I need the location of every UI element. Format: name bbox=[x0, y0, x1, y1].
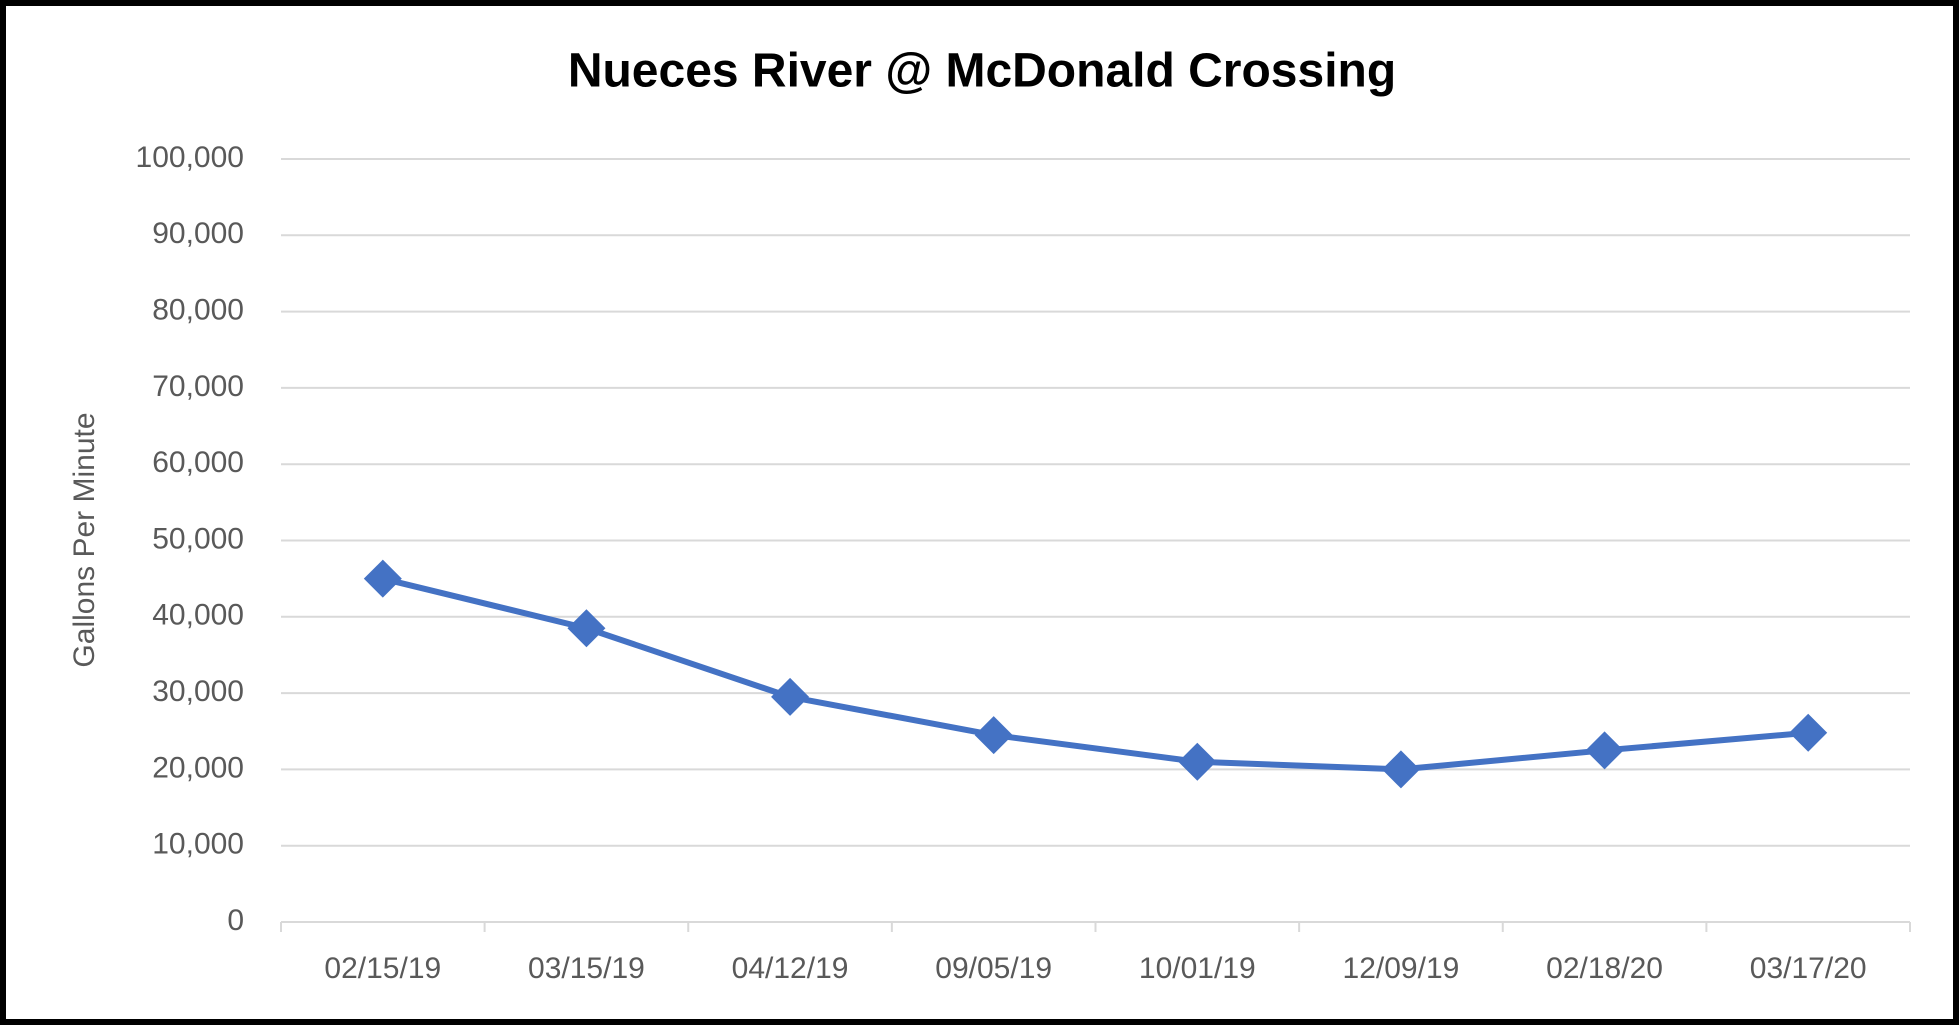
x-tick-label: 12/09/19 bbox=[1343, 952, 1460, 985]
y-tick-label: 90,000 bbox=[152, 217, 244, 250]
y-tick-label: 10,000 bbox=[152, 828, 244, 861]
data-point bbox=[1789, 713, 1828, 752]
x-tick-label: 09/05/19 bbox=[935, 952, 1052, 985]
y-tick-label: 40,000 bbox=[152, 599, 244, 632]
data-point bbox=[974, 716, 1013, 755]
y-tick-label: 0 bbox=[227, 904, 244, 937]
y-tick-label: 100,000 bbox=[136, 141, 244, 174]
y-axis-title: Gallons Per Minute bbox=[68, 412, 101, 667]
data-point bbox=[1381, 750, 1420, 789]
data-point bbox=[1178, 742, 1217, 781]
data-point bbox=[363, 559, 402, 598]
x-tick-label: 03/15/19 bbox=[528, 952, 645, 985]
x-tick-label: 02/18/20 bbox=[1546, 952, 1663, 985]
y-tick-label: 70,000 bbox=[152, 370, 244, 403]
x-tick-label: 04/12/19 bbox=[732, 952, 849, 985]
y-tick-label: 80,000 bbox=[152, 294, 244, 327]
chart-title: Nueces River @ McDonald Crossing bbox=[568, 45, 1396, 98]
data-point bbox=[567, 609, 606, 648]
y-tick-label: 30,000 bbox=[152, 675, 244, 708]
x-tick-label: 10/01/19 bbox=[1139, 952, 1256, 985]
data-point bbox=[771, 677, 810, 716]
y-tick-label: 60,000 bbox=[152, 446, 244, 479]
data-point bbox=[1585, 731, 1624, 770]
y-tick-label: 50,000 bbox=[152, 522, 244, 555]
y-tick-label: 20,000 bbox=[152, 751, 244, 784]
x-tick-label: 03/17/20 bbox=[1750, 952, 1867, 985]
x-tick-label: 02/15/19 bbox=[324, 952, 441, 985]
data-line bbox=[382, 575, 1809, 773]
